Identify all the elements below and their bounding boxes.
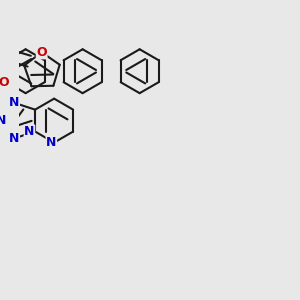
Text: O: O [0,76,9,89]
Text: N: N [0,114,7,127]
Text: N: N [9,132,20,145]
Text: N: N [24,125,35,138]
Text: O: O [36,46,47,59]
Text: N: N [46,136,56,149]
Text: N: N [9,96,20,109]
